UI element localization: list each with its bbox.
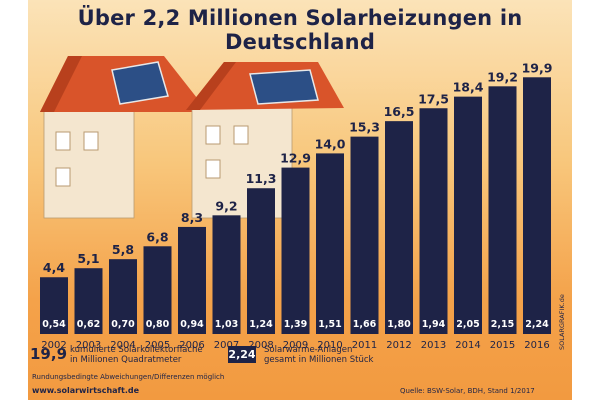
legend-area-line2: in Millionen Quadratmeter — [70, 355, 182, 365]
bar-units-label: 0,54 — [42, 319, 66, 330]
bar-2007 — [212, 215, 241, 334]
bar-units-label: 1,94 — [422, 319, 446, 330]
house-illustration-left — [40, 56, 208, 219]
bar-value-label: 19,2 — [487, 69, 518, 84]
x-tick-label: 2013 — [421, 340, 446, 351]
x-tick-label: 2011 — [352, 340, 377, 351]
bar-value-label: 16,5 — [384, 104, 415, 119]
bar-value-label: 12,9 — [280, 151, 311, 166]
bar-units-label: 0,70 — [111, 319, 135, 330]
house-illustration-right — [186, 62, 344, 219]
bar-2016 — [523, 77, 551, 334]
x-tick-label: 2006 — [179, 340, 204, 351]
bar-value-label: 4,4 — [43, 260, 65, 275]
credit-label: SOLARGRAFIK.de — [558, 294, 566, 350]
x-tick-label: 2002 — [41, 340, 66, 351]
bar-units-label: 2,15 — [491, 319, 514, 330]
bar-2012 — [385, 121, 413, 335]
x-tick-label: 2007 — [214, 340, 239, 351]
rounding-note: Rundungsbedingte Abweichungen/Differenze… — [32, 373, 225, 381]
bar-units-label: 1,66 — [353, 319, 377, 330]
bar-2009 — [281, 167, 310, 334]
bar-2005 — [143, 246, 172, 334]
bar-value-label: 9,2 — [215, 198, 237, 213]
source-note: Quelle: BSW-Solar, BDH, Stand 1/2017 — [400, 387, 535, 395]
bar-2015 — [488, 86, 517, 334]
bar-value-label: 6,8 — [146, 229, 168, 244]
chart-title: Über 2,2 Millionen Solarheizungen in Deu… — [77, 6, 523, 54]
bar-units-label: 2,24 — [525, 319, 549, 330]
bar-2006 — [178, 226, 206, 334]
legend-units-line2: gesamt in Millionen Stück — [264, 355, 374, 365]
bar-units-label: 1,80 — [387, 319, 411, 330]
bar-units-label: 1,03 — [215, 319, 238, 330]
bar-value-label: 5,1 — [77, 251, 99, 266]
x-tick-label: 2015 — [490, 340, 515, 351]
bar-units-label: 2,05 — [456, 319, 479, 330]
x-tick-label: 2004 — [110, 340, 135, 351]
bar-value-label: 17,5 — [418, 91, 449, 106]
legend-units-sample: 2,24 — [228, 346, 256, 363]
bar-value-label: 5,8 — [112, 242, 134, 257]
bar-2004 — [109, 259, 137, 334]
bar-value-label: 11,3 — [246, 171, 277, 186]
bar-2011 — [350, 136, 379, 334]
bar-units-label: 1,24 — [249, 319, 273, 330]
bar-value-label: 18,4 — [453, 80, 484, 95]
x-tick-label: 2009 — [283, 340, 308, 351]
legend-area-line1: kumulierte Solarkollektorfläche — [70, 345, 203, 355]
legend-units-text: Solarwärme-Anlagen gesamt in Millionen S… — [264, 345, 373, 365]
bar-2014 — [454, 96, 482, 334]
bar-value-label: 19,9 — [522, 60, 553, 75]
bar-units-label: 0,94 — [180, 319, 204, 330]
x-tick-label: 2010 — [317, 340, 342, 351]
x-tick-label: 2016 — [524, 340, 549, 351]
bar-2003 — [74, 268, 103, 334]
bar-2002 — [40, 277, 68, 334]
x-tick-label: 2014 — [455, 340, 480, 351]
x-tick-label: 2005 — [145, 340, 170, 351]
bar-units-label: 1,39 — [284, 319, 307, 330]
website-url: www.solarwirtschaft.de — [32, 386, 140, 395]
bar-2008 — [247, 188, 275, 334]
bar-value-label: 15,3 — [349, 120, 380, 135]
bar-2013 — [419, 108, 448, 334]
bar-chart: 4,4 0,54 2002 5,1 0,62 2003 5,8 0,70 2004 6,8 0,80… — [40, 56, 553, 351]
legend-area-text: kumulierte Solarkollektorfläche in Milli… — [70, 345, 203, 365]
x-tick-label: 2008 — [248, 340, 273, 351]
legend-units-line1: Solarwärme-Anlagen — [264, 345, 353, 355]
bar-units-label: 0,80 — [146, 319, 170, 330]
bar-value-label: 14,0 — [315, 136, 346, 151]
legend-area-sample: 19,9 — [30, 345, 68, 363]
x-tick-label: 2003 — [76, 340, 101, 351]
bar-units-label: 1,51 — [318, 319, 341, 330]
infographic: Über 2,2 Millionen Solarheizungen in Deu… — [28, 0, 572, 400]
bar-2010 — [316, 153, 344, 334]
x-tick-label: 2012 — [386, 340, 411, 351]
bar-value-label: 8,3 — [181, 210, 203, 225]
bar-units-label: 0,62 — [77, 319, 100, 330]
